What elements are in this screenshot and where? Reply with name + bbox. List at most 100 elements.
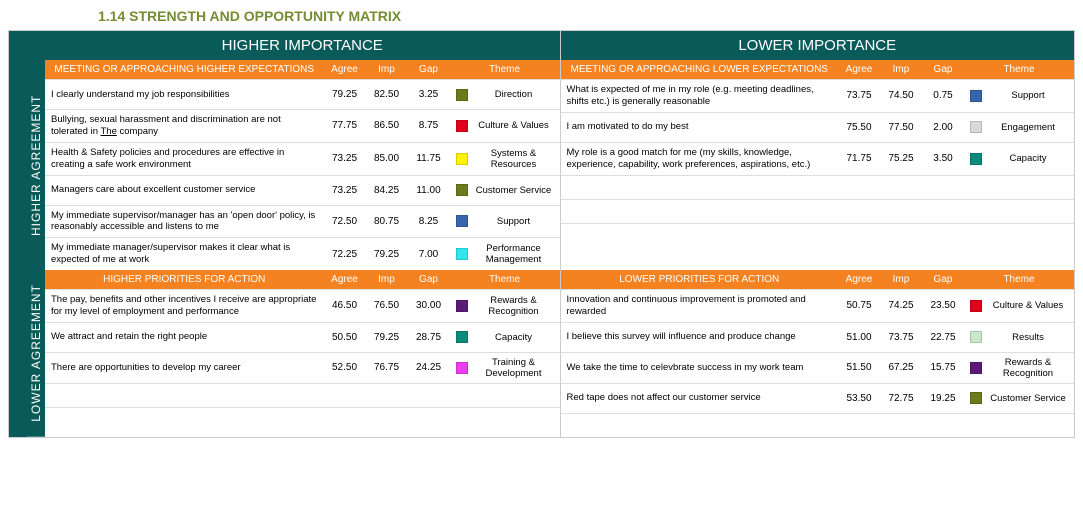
table-row: I am motivated to do my best75.5077.502.… [561,112,1075,142]
theme-label: Engagement [988,122,1068,133]
col-gap: Gap [408,60,450,79]
quadrant-label: MEETING OR APPROACHING HIGHER EXPECTATIO… [45,60,324,79]
theme-swatch [456,120,468,132]
cell-gap: 3.50 [922,149,964,168]
cell-agree: 51.50 [838,358,880,377]
theme-label: Results [988,332,1068,343]
theme-cell: Customer Service [964,388,1074,408]
corner-cell [9,31,27,60]
table-row-empty [561,413,1075,437]
theme-swatch [970,90,982,102]
table-row-empty [561,199,1075,223]
col-theme: Theme [964,270,1074,289]
theme-swatch [456,362,468,374]
theme-label: Performance Management [474,243,554,265]
quadrant-bottom-right: LOWER PRIORITIES FOR ACTION Agree Imp Ga… [560,270,1075,437]
table-row: Managers care about excellent customer s… [45,175,560,205]
theme-cell: Rewards & Recognition [964,353,1074,383]
col-theme: Theme [450,60,560,79]
cell-gap: 11.00 [408,181,450,200]
theme-cell: Support [450,211,560,231]
theme-swatch [970,300,982,312]
table-row: My immediate supervisor/manager has an '… [45,205,560,238]
theme-cell: Culture & Values [450,116,560,136]
row-text: My immediate manager/supervisor makes it… [45,238,324,270]
theme-cell: Customer Service [450,180,560,200]
cell-agree: 46.50 [324,296,366,315]
theme-cell: Performance Management [450,239,560,269]
row-text: Managers care about excellent customer s… [45,180,324,200]
cell-imp: 79.25 [366,245,408,264]
theme-swatch [456,331,468,343]
row-text: Health & Safety policies and procedures … [45,143,324,175]
col-imp: Imp [366,60,408,79]
table-row: I clearly understand my job responsibili… [45,79,560,109]
cell-imp: 67.25 [880,358,922,377]
row-text: I believe this survey will influence and… [561,327,839,347]
higher-importance-header: HIGHER IMPORTANCE [45,31,560,60]
theme-swatch [970,331,982,343]
quadrant-label: MEETING OR APPROACHING LOWER EXPECTATION… [561,60,839,79]
table-row-empty [561,175,1075,199]
cell-imp: 76.50 [366,296,408,315]
cell-gap: 22.75 [922,328,964,347]
quadrant-rows: The pay, benefits and other incentives I… [45,289,560,431]
cell-gap: 28.75 [408,328,450,347]
quadrant-label: LOWER PRIORITIES FOR ACTION [561,270,839,289]
col-theme: Theme [450,270,560,289]
theme-swatch [970,153,982,165]
table-row: Innovation and continuous improvement is… [561,289,1075,322]
col-imp: Imp [366,270,408,289]
cell-imp: 84.25 [366,181,408,200]
col-agree: Agree [838,60,880,79]
theme-label: Direction [474,89,554,100]
cell-gap: 8.25 [408,212,450,231]
cell-imp: 74.25 [880,296,922,315]
theme-label: Culture & Values [988,300,1068,311]
cell-agree: 73.75 [838,86,880,105]
row-text: What is expected of me in my role (e.g. … [561,80,839,112]
theme-label: Customer Service [474,185,554,196]
col-gap: Gap [922,270,964,289]
theme-swatch [456,300,468,312]
theme-swatch [456,89,468,101]
cell-imp: 82.50 [366,85,408,104]
row-text: There are opportunities to develop my ca… [45,358,324,378]
cell-gap: 23.50 [922,296,964,315]
theme-cell: Rewards & Recognition [450,291,560,321]
theme-cell: Direction [450,85,560,105]
cell-imp: 73.75 [880,328,922,347]
quadrant-label: HIGHER PRIORITIES FOR ACTION [45,270,324,289]
theme-swatch [970,362,982,374]
theme-swatch [970,392,982,404]
corner-cell [27,31,45,60]
table-row: There are opportunities to develop my ca… [45,352,560,383]
table-row-empty [45,383,560,407]
quadrant-bottom-left: HIGHER PRIORITIES FOR ACTION Agree Imp G… [45,270,560,437]
cell-imp: 72.75 [880,389,922,408]
table-row: What is expected of me in my role (e.g. … [561,79,1075,112]
col-gap: Gap [922,60,964,79]
cell-agree: 72.50 [324,212,366,231]
theme-label: Capacity [474,332,554,343]
cell-gap: 2.00 [922,118,964,137]
row-text: We take the time to celevbrate success i… [561,358,839,378]
cell-agree: 50.75 [838,296,880,315]
theme-label: Customer Service [988,393,1068,404]
quadrant-rows: I clearly understand my job responsibili… [45,79,560,270]
left-gutter [9,60,27,437]
table-row: My immediate manager/supervisor makes it… [45,237,560,270]
row-text: The pay, benefits and other incentives I… [45,290,324,322]
cell-imp: 85.00 [366,149,408,168]
quadrant-rows: What is expected of me in my role (e.g. … [561,79,1075,247]
row-text: We attract and retain the right people [45,327,324,347]
table-row: I believe this survey will influence and… [561,322,1075,352]
theme-label: Systems & Resources [474,148,554,170]
cell-imp: 75.25 [880,149,922,168]
theme-label: Rewards & Recognition [474,295,554,317]
cell-agree: 77.75 [324,116,366,135]
col-theme: Theme [964,60,1074,79]
cell-agree: 50.50 [324,328,366,347]
col-imp: Imp [880,270,922,289]
cell-agree: 79.25 [324,85,366,104]
